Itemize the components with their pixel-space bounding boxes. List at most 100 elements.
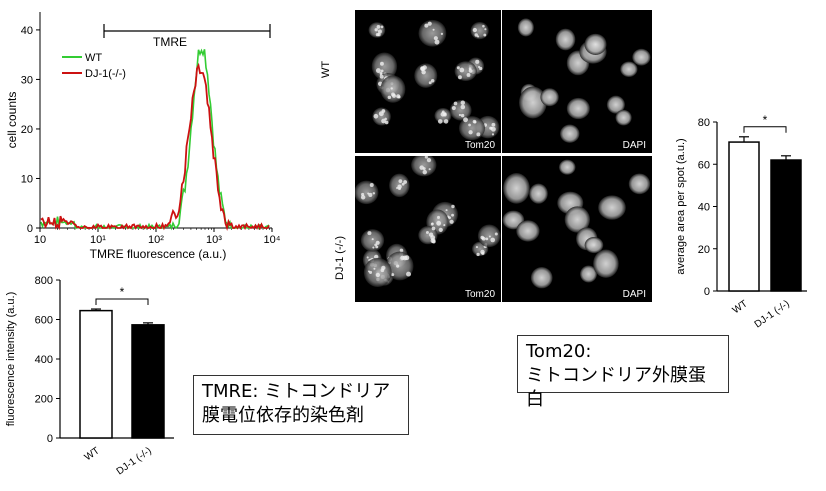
tmre-note-line2: 膜電位依存的染色剤 (202, 405, 364, 426)
mitochondria-spot (436, 215, 441, 219)
cell (615, 109, 632, 126)
mitochondria-spot (381, 118, 386, 124)
mitochondria-spot (374, 28, 378, 32)
mitochondria-spot (475, 246, 479, 249)
y-tick-label: 200 (35, 394, 53, 406)
cell (540, 88, 559, 107)
mitochondria-spot (390, 87, 393, 90)
cell (620, 61, 638, 78)
mitochondria-spot (453, 101, 458, 106)
tom20-note-line1: Tom20: (526, 341, 592, 362)
mitochondria-spot (375, 240, 380, 245)
histogram-x-tick-label: 10 (34, 234, 46, 246)
y-tick-label: 40 (698, 202, 710, 214)
mitochondria-spot (443, 119, 449, 124)
mitochondria-spot (427, 21, 432, 26)
mitochondria-spot (494, 232, 498, 236)
mitochondria-spot (380, 69, 384, 73)
mitochondria-spot (491, 133, 495, 136)
x-tick-label: DJ-1 (-/-) (753, 298, 792, 330)
mitochondria-spot (430, 79, 435, 83)
cell (606, 95, 625, 114)
tmre-intensity-chart-panel: 0 200 400 600 800 WT DJ-1 (-/-) * fluorescence i… (0, 268, 190, 486)
y-tick-label: 0 (47, 433, 53, 445)
mitochondria-spot (424, 156, 428, 159)
significance-star: * (763, 113, 768, 127)
x-tick-label: WT (731, 298, 750, 316)
cell (560, 124, 580, 143)
mitochondria-spot (424, 23, 429, 28)
x-tick-label: WT (83, 445, 102, 463)
y-tick-label: 80 (698, 117, 710, 129)
cell (529, 183, 548, 204)
channel-label-tom20: Tom20 (464, 140, 495, 151)
mitochondria-spot (397, 184, 402, 189)
mitochondria-spot (466, 73, 471, 77)
cell (593, 249, 619, 278)
mitochondria-spot (428, 168, 431, 171)
mitochondria-spot (476, 252, 480, 257)
bar-dj1 (131, 324, 165, 439)
tmre-histogram-panel: 0 10 20 30 40 10 10¹ 10² 10³ 10⁴ TMRE WT DJ-1(-/… (0, 0, 290, 265)
mitochondria-spot (397, 95, 401, 99)
mitochondria-spot (396, 264, 400, 268)
micrograph-wt-tom20: Tom20 (355, 10, 501, 153)
mitochondria-spot (401, 182, 405, 186)
micrograph-dj1-dapi: DAPI (502, 156, 652, 302)
x-tick-label: DJ-1 (-/-) (115, 445, 154, 477)
y-tick-label: 60 (698, 159, 710, 171)
cell (371, 52, 398, 81)
mitochondria-spot (398, 179, 403, 184)
mitochondria-spot (475, 59, 480, 64)
mitochondria-spot (468, 123, 471, 127)
mitochondria-spot (459, 67, 465, 73)
mitochondria-spot (483, 33, 487, 37)
mitochondria-spot (377, 32, 381, 37)
cell (454, 61, 477, 82)
mitochondria-spot (422, 169, 427, 175)
mitochondria-spot (379, 74, 384, 79)
mitochondria-spot (431, 239, 436, 244)
mitochondria-spot (368, 192, 373, 197)
row-label-wt: WT (320, 60, 332, 78)
mitochondria-spot (490, 237, 496, 243)
mitochondria-spot (436, 220, 442, 226)
histogram-y-tick-label: 20 (21, 124, 33, 136)
cell (584, 33, 607, 55)
cell (503, 173, 530, 204)
cell (458, 116, 486, 141)
mitochondria-spot (396, 186, 399, 190)
tom20-note-line2: ミトコンドリア外膜蛋白 (526, 365, 706, 410)
mitochondria-spot (380, 25, 384, 29)
mitochondria-spot (476, 132, 481, 137)
mitochondria-spot (480, 235, 485, 240)
y-axis-label: average area per spot (a.u.) (675, 138, 687, 274)
channel-label-dapi: DAPI (622, 289, 646, 300)
mitochondria-spot (438, 227, 443, 232)
legend-wt-label: WT (85, 52, 102, 64)
cell (516, 220, 540, 242)
cell (558, 159, 576, 175)
cell (598, 195, 626, 220)
tmre-gate-label: TMRE (153, 35, 187, 49)
cell (632, 48, 651, 66)
mitochondria-spot (460, 100, 465, 105)
bar-wt (728, 141, 760, 292)
mitochondria-spot (406, 271, 412, 277)
mitochondria-spot (428, 81, 432, 85)
mitochondria-spot (451, 213, 455, 217)
cell (628, 173, 651, 195)
mitochondria-spot (449, 219, 454, 224)
legend-dj1-label: DJ-1(-/-) (85, 68, 126, 80)
row-label-dj1: DJ-1 (-/-) (334, 236, 346, 280)
mitochondria-spot (484, 28, 487, 31)
histogram-y-tick-label: 10 (21, 173, 33, 185)
significance-bracket (743, 126, 787, 133)
cell (530, 267, 553, 289)
cell (517, 18, 534, 37)
mitochondria-spot (369, 182, 374, 187)
mitochondria-spot (474, 33, 478, 37)
mitochondria-spot (468, 68, 473, 73)
cell (360, 229, 385, 252)
